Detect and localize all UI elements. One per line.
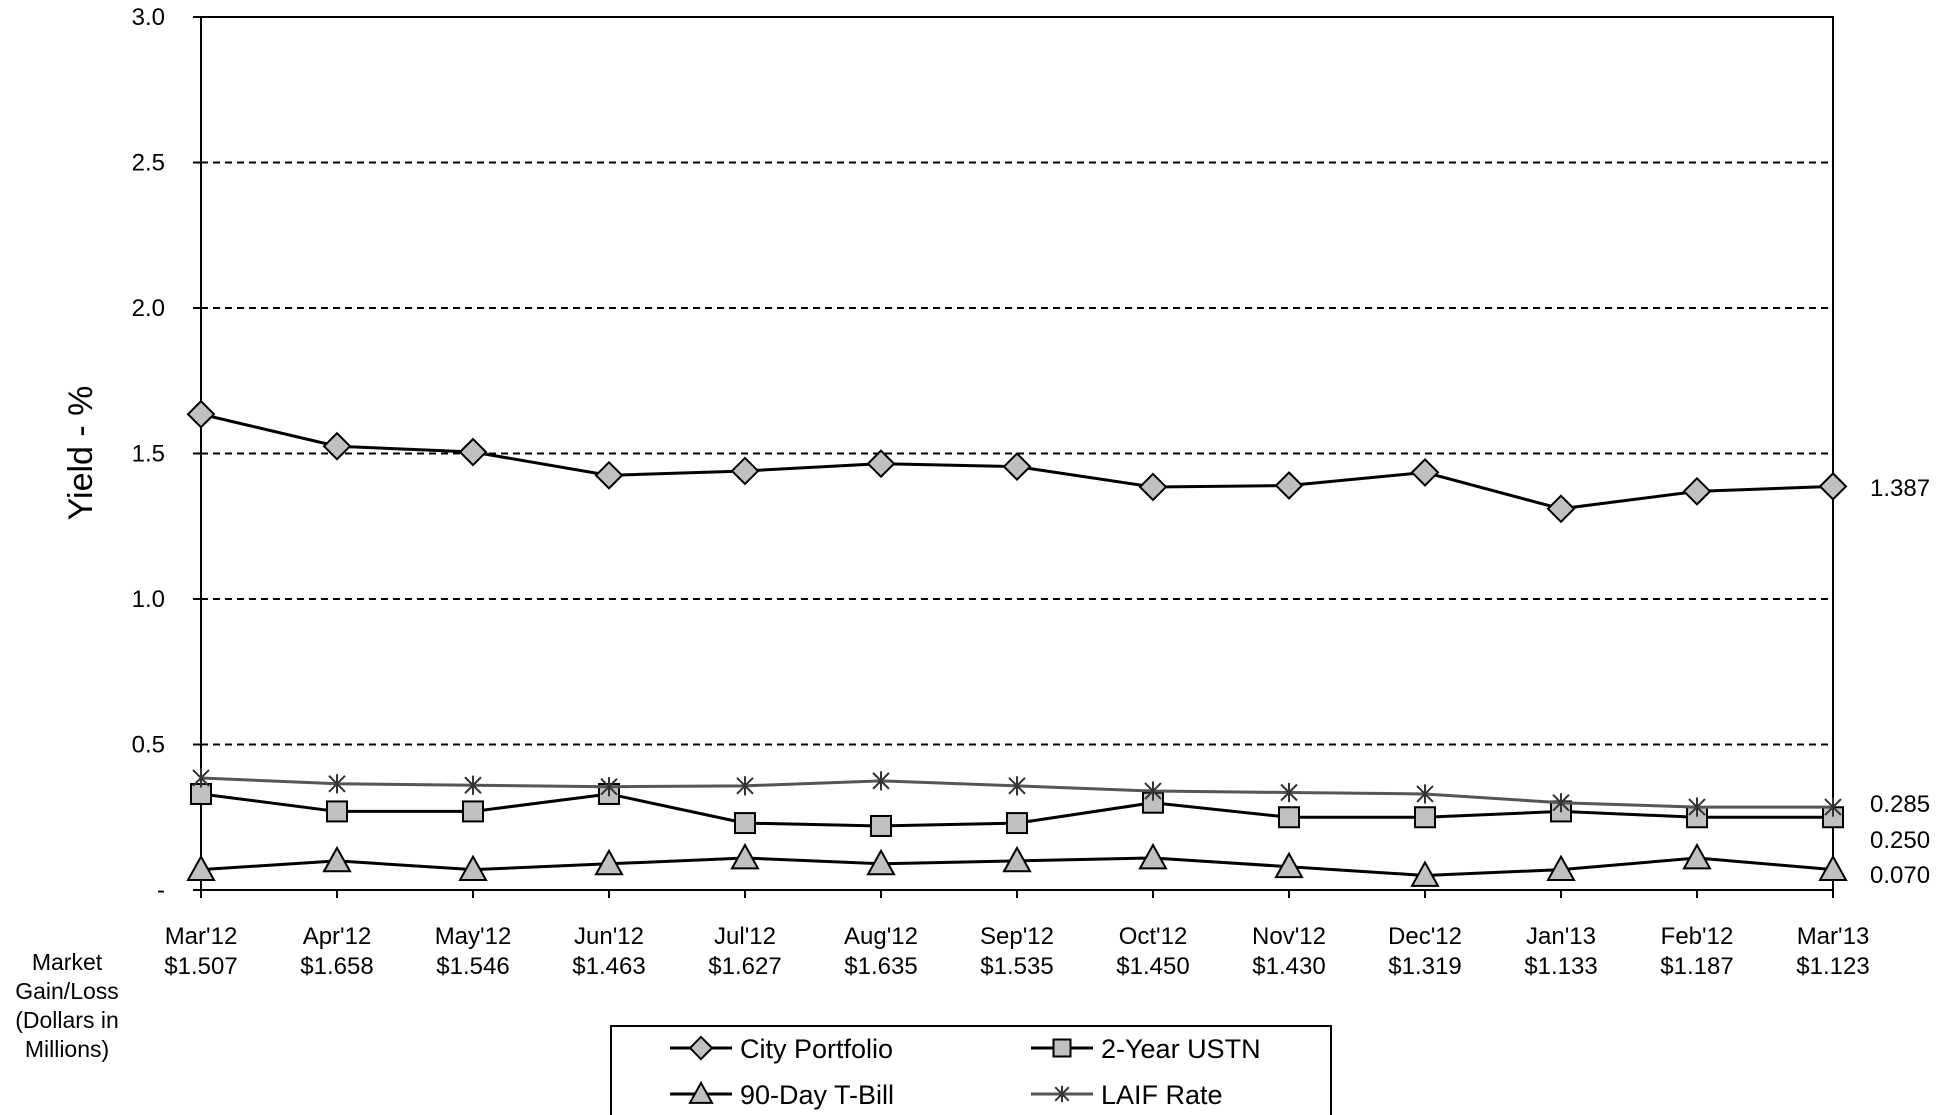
y-tick-label: 3.0 bbox=[132, 4, 165, 31]
end-label-laif-rate: 0.285 bbox=[1870, 791, 1930, 818]
series-90-day-t-bill-point bbox=[1274, 851, 1304, 879]
legend-entry-2-year-ustn: 2-Year USTN bbox=[1031, 1034, 1261, 1064]
series-90-day-t-bill-point bbox=[1002, 845, 1032, 873]
legend-entry-2-year-ustn-label: 2-Year USTN bbox=[1101, 1034, 1261, 1064]
legend-entry-2-year-ustn-marker bbox=[1052, 1038, 1072, 1058]
x-tick-label: Jan'13 bbox=[1526, 923, 1596, 950]
x-tick-label: Jun'12 bbox=[574, 923, 644, 950]
y-tick-label: 1.0 bbox=[132, 586, 165, 613]
market-gain-loss-value: $1.187 bbox=[1660, 953, 1733, 980]
legend-entry-90-day-t-bill-label: 90-Day T-Bill bbox=[740, 1080, 894, 1110]
market-gain-loss-value: $1.627 bbox=[708, 953, 781, 980]
series-90-day-t-bill-point bbox=[322, 845, 352, 873]
market-gain-loss-value: $1.658 bbox=[300, 953, 373, 980]
market-gain-loss-value: $1.123 bbox=[1796, 953, 1869, 980]
series-90-day-t-bill-point bbox=[458, 854, 488, 882]
series-2-year-ustn-point bbox=[870, 814, 892, 837]
series-laif-rate bbox=[192, 768, 1842, 817]
legend-entry-laif-rate-label: LAIF Rate bbox=[1101, 1080, 1223, 1110]
series-layer bbox=[186, 399, 1848, 887]
y-tick-label: 0.5 bbox=[132, 732, 165, 759]
legend-entry-city-portfolio: City Portfolio bbox=[670, 1034, 893, 1064]
x-tick-label: Apr'12 bbox=[303, 923, 372, 950]
series-90-day-t-bill-point bbox=[594, 848, 624, 876]
market-gain-loss-value: $1.635 bbox=[844, 953, 917, 980]
market-gain-loss-value: $1.319 bbox=[1388, 953, 1461, 980]
market-gain-loss-value: $1.450 bbox=[1116, 953, 1189, 980]
series-90-day-t-bill-point bbox=[730, 842, 760, 870]
series-2-year-ustn-point bbox=[326, 800, 348, 823]
series-city-portfolio-point bbox=[458, 437, 488, 467]
y-axis-ticks: - 0.5 1.0 1.5 2.0 2.5 3.0 bbox=[132, 4, 201, 904]
series-city-portfolio bbox=[186, 399, 1848, 524]
x-tick-label: Oct'12 bbox=[1119, 923, 1188, 950]
x-axis-labels: Mar'12 $1.507 Apr'12 $1.658 May'12 $1.546 Jun'… bbox=[164, 890, 1870, 980]
x-tick-label: Sep'12 bbox=[980, 923, 1054, 950]
y-tick-label: 2.0 bbox=[132, 295, 165, 322]
end-labels: 1.387 0.285 0.250 0.070 bbox=[1870, 475, 1930, 889]
y-tick-label: 2.5 bbox=[132, 150, 165, 177]
market-gain-loss-value: $1.133 bbox=[1524, 953, 1597, 980]
legend-entry-city-portfolio-label: City Portfolio bbox=[740, 1034, 893, 1064]
series-city-portfolio-point bbox=[730, 456, 760, 486]
x-tick-label: Nov'12 bbox=[1252, 923, 1326, 950]
series-90-day-t-bill-point bbox=[866, 848, 896, 876]
market-gain-loss-label-line: Gain/Loss bbox=[15, 978, 119, 1004]
y-tick-label: 1.5 bbox=[132, 441, 165, 468]
market-gain-loss-label-line: (Dollars in bbox=[15, 1007, 119, 1033]
x-tick-label: Dec'12 bbox=[1388, 923, 1462, 950]
series-90-day-t-bill bbox=[186, 842, 1848, 887]
end-label-90-day-t-bill: 0.070 bbox=[1870, 862, 1930, 889]
series-city-portfolio-point bbox=[866, 449, 896, 479]
series-city-portfolio-point bbox=[1818, 471, 1848, 501]
market-gain-loss-label: Market Gain/Loss (Dollars in Millions) bbox=[15, 949, 119, 1062]
end-label-city-portfolio: 1.387 bbox=[1870, 475, 1930, 502]
market-gain-loss-label-line: Millions) bbox=[25, 1036, 109, 1062]
series-city-portfolio-point bbox=[1274, 471, 1304, 500]
series-city-portfolio-point bbox=[1682, 476, 1712, 506]
y-tick-label: - bbox=[157, 877, 165, 904]
market-gain-loss-value: $1.463 bbox=[572, 953, 645, 980]
x-tick-label: May'12 bbox=[435, 923, 512, 950]
market-gain-loss-value: $1.546 bbox=[436, 953, 509, 980]
market-gain-loss-label-line: Market bbox=[32, 949, 103, 975]
y-axis-label: Yield - % bbox=[62, 386, 100, 521]
series-2-year-ustn-point bbox=[1278, 806, 1300, 829]
legend: City Portfolio 2-Year USTN 90-Day T-Bill LA… bbox=[610, 1025, 1332, 1115]
series-2-year-ustn-point bbox=[462, 800, 484, 823]
legend-entry-90-day-t-bill-marker bbox=[688, 1080, 714, 1104]
series-city-portfolio-point bbox=[1410, 458, 1440, 487]
series-city-portfolio-point bbox=[1002, 452, 1032, 482]
series-90-day-t-bill-point bbox=[1546, 854, 1576, 882]
series-90-day-t-bill-point bbox=[1818, 854, 1848, 882]
end-label-2-year-ustn: 0.250 bbox=[1870, 827, 1930, 854]
series-city-portfolio-point bbox=[322, 431, 352, 461]
x-tick-label: Feb'12 bbox=[1661, 923, 1734, 950]
x-tick-label: Jul'12 bbox=[714, 923, 776, 950]
series-90-day-t-bill-point bbox=[1410, 860, 1440, 887]
x-tick-label: Mar'13 bbox=[1797, 923, 1870, 950]
series-2-year-ustn-point bbox=[734, 812, 756, 835]
series-city-portfolio-point bbox=[1138, 472, 1168, 502]
market-gain-loss-value: $1.430 bbox=[1252, 953, 1325, 980]
series-90-day-t-bill-point bbox=[1138, 842, 1168, 870]
series-90-day-t-bill-point bbox=[186, 854, 216, 882]
x-tick-label: Mar'12 bbox=[165, 923, 238, 950]
market-gain-loss-value: $1.507 bbox=[164, 953, 237, 980]
x-tick-label: Aug'12 bbox=[844, 923, 918, 950]
series-city-portfolio-point bbox=[594, 460, 624, 490]
legend-box bbox=[610, 1025, 1332, 1115]
series-city-portfolio-point bbox=[1546, 494, 1576, 524]
series-2-year-ustn-point bbox=[1006, 812, 1028, 835]
legend-entry-laif-rate: LAIF Rate bbox=[1031, 1080, 1223, 1110]
market-gain-loss-value: $1.535 bbox=[980, 953, 1053, 980]
series-2-year-ustn-point bbox=[1414, 806, 1436, 829]
legend-entry-90-day-t-bill: 90-Day T-Bill bbox=[670, 1080, 894, 1110]
legend-entry-city-portfolio-marker bbox=[688, 1035, 714, 1061]
series-city-portfolio-point bbox=[186, 399, 216, 429]
series-90-day-t-bill-point bbox=[1682, 842, 1712, 870]
